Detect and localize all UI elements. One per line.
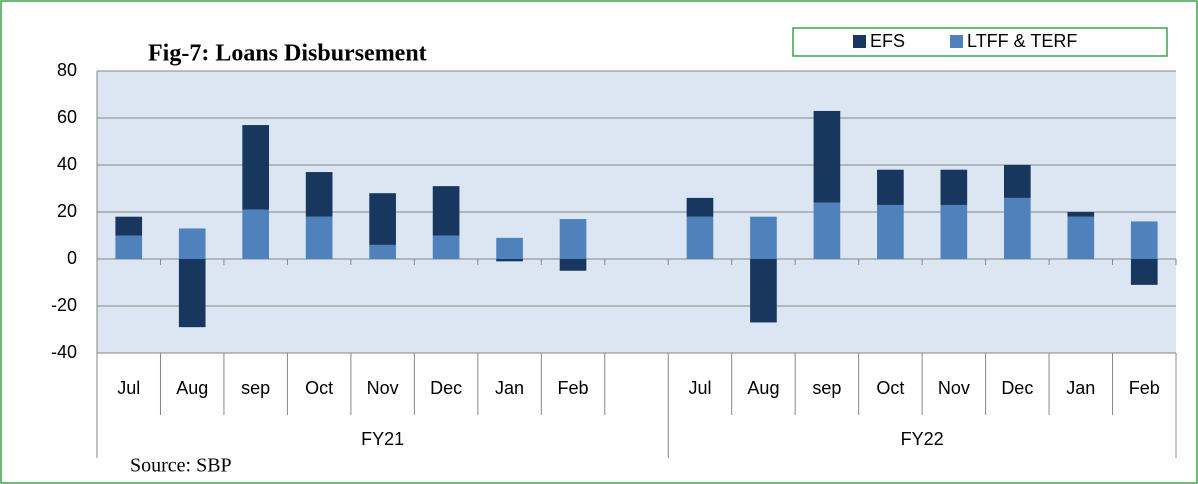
bar [432,186,460,236]
x-tick-label: Aug [747,378,779,398]
bar [305,216,333,259]
x-tick-label: Aug [176,378,208,398]
legend-label: LTFF & TERF [967,31,1077,51]
legend-swatch [950,35,964,48]
bar [813,202,841,259]
bar [432,235,460,259]
bar [813,110,841,203]
bar [1130,259,1158,285]
x-tick-label: sep [241,378,270,398]
x-tick-label: sep [812,378,841,398]
x-tick-label: Jul [688,378,711,398]
y-tick-label: 40 [57,154,77,174]
x-tick-label: Oct [305,378,333,398]
x-tick-label: Feb [1129,378,1160,398]
bar [242,125,270,210]
bar [178,228,206,259]
bar [1003,165,1031,198]
bar [1067,216,1095,259]
bar [877,169,904,205]
bar [686,216,714,259]
bar [1003,197,1031,259]
x-tick-label: Jul [117,378,140,398]
y-tick-label: 0 [67,248,77,268]
bar [369,244,396,259]
bar [750,259,777,323]
x-tick-label: Dec [430,378,462,398]
legend-label: EFS [870,31,905,51]
x-tick-label: Feb [558,378,589,398]
bar [178,259,206,328]
bar [115,216,143,236]
source: Source: SBP [130,455,232,477]
legend-swatch [853,35,866,48]
bar [559,259,587,271]
x-tick-label: Jan [1066,378,1095,398]
bar [686,197,714,217]
bar [305,172,333,217]
x-tick-label: Nov [938,378,970,398]
x-tick-label: Jan [495,378,524,398]
x-tick-label: Dec [1001,378,1033,398]
bar [1067,212,1095,217]
y-tick-label: 80 [57,60,77,80]
group-label: FY22 [901,429,944,449]
bar [369,193,396,245]
y-tick-label: 20 [57,201,77,221]
bar [496,237,523,259]
bar [496,259,523,262]
y-tick-label: -40 [51,342,77,362]
x-tick-label: Nov [367,378,399,398]
bar [242,209,270,259]
bar [940,204,968,259]
bar [115,235,143,259]
group-label: FY21 [361,429,404,449]
bar [750,216,777,259]
bar [559,219,587,259]
bar [877,204,904,259]
chart-title: Fig-7: Loans Disbursement [148,41,427,67]
bar [1130,221,1158,259]
x-tick-label: Oct [876,378,904,398]
bar [940,169,968,205]
y-tick-label: -20 [51,295,77,315]
y-tick-label: 60 [57,107,77,127]
